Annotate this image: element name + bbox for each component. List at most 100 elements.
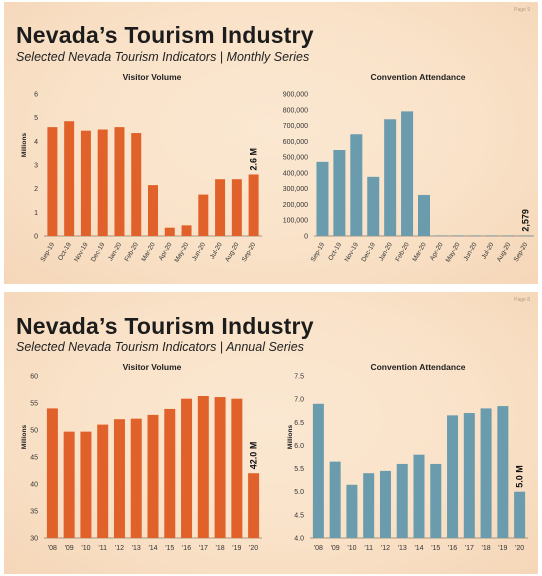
- x-tick-label: Apr-20: [158, 241, 174, 262]
- bar-Oct-19: [333, 150, 346, 236]
- bar-'11: [97, 424, 109, 538]
- bar-May-20: [181, 225, 192, 236]
- x-tick-label: '12: [381, 545, 390, 552]
- y-tick-label: 1: [34, 210, 38, 217]
- x-tick-label: Feb-20: [394, 241, 411, 263]
- x-tick-label: Sep-19: [310, 241, 327, 263]
- bar-'09: [63, 431, 75, 538]
- bar-Mar-20: [148, 185, 158, 236]
- bar-Jul-20: [485, 235, 498, 236]
- x-tick-label: '11: [364, 545, 373, 552]
- bar-Dec-19: [97, 129, 108, 236]
- bar-May-20: [451, 235, 464, 236]
- bar-Sep-19: [316, 161, 329, 236]
- last-value-annotation: 2,579: [521, 209, 531, 232]
- page-title: Nevada’s Tourism Industry: [16, 22, 314, 48]
- y-tick-label: 100,000: [283, 218, 308, 225]
- bar-Apr-20: [434, 235, 447, 236]
- x-tick-label: '18: [216, 545, 225, 552]
- y-tick-label: 3: [34, 163, 38, 170]
- bar-Feb-20: [131, 133, 142, 236]
- bar-Jan-20: [114, 127, 125, 236]
- y-axis-label: Millions: [21, 133, 28, 158]
- x-tick-label: '19: [498, 545, 507, 552]
- bar-Jun-20: [468, 235, 481, 236]
- annual-panel: Page 8 Nevada’s Tourism Industry Selecte…: [4, 292, 538, 574]
- x-tick-label: '15: [165, 545, 174, 552]
- chart-title: Visitor Volume: [123, 72, 182, 82]
- bar-Dec-19: [367, 176, 380, 236]
- bar-'15: [430, 463, 442, 538]
- y-tick-label: 7.5: [294, 374, 304, 381]
- x-tick-label: Dec-19: [90, 241, 107, 263]
- chart-title: Visitor Volume: [123, 362, 182, 372]
- x-tick-label: Oct-19: [57, 241, 73, 262]
- bar-Sep-20: [248, 174, 259, 236]
- bar-'16: [447, 415, 459, 538]
- bar-'13: [396, 463, 408, 538]
- x-tick-label: Jul-20: [209, 241, 224, 260]
- x-tick-label: Nov-19: [73, 241, 90, 263]
- y-tick-label: 45: [30, 455, 38, 462]
- x-tick-label: Sep-19: [40, 241, 57, 263]
- annual-visitor-chart: Visitor Volume Millions 30 35 40 45 50 55 60 '08 '…: [21, 362, 262, 552]
- bar-'14: [147, 414, 159, 538]
- last-value-annotation: 5.0 M: [515, 465, 525, 488]
- x-tick-label: Aug-20: [496, 241, 513, 263]
- y-tick-label: 6: [34, 92, 38, 99]
- x-tick-label: '09: [331, 545, 340, 552]
- y-tick-label: 5: [34, 115, 38, 122]
- bar-Feb-20: [401, 111, 414, 236]
- y-tick-label: 800,000: [283, 107, 308, 114]
- x-tick-label: '09: [65, 545, 74, 552]
- bar-Nov-19: [80, 130, 91, 236]
- x-tick-label: '14: [414, 545, 423, 552]
- bar-'12: [379, 470, 391, 538]
- bar-Sep-20: [519, 235, 532, 236]
- y-tick-label: 0: [304, 234, 308, 241]
- x-tick-label: '12: [115, 545, 124, 552]
- x-tick-label: Oct-19: [327, 241, 343, 262]
- bar-Sep-19: [47, 127, 58, 236]
- bar-'17: [463, 413, 475, 538]
- x-tick-label: Dec-19: [360, 241, 377, 263]
- bar-'08: [312, 403, 324, 538]
- y-tick-label: 40: [30, 482, 38, 489]
- x-tick-label: Mar-20: [140, 241, 157, 263]
- y-tick-label: 35: [30, 509, 38, 516]
- y-tick-label: 4: [34, 139, 38, 146]
- y-tick-label: 50: [30, 428, 38, 435]
- bar-Nov-19: [350, 134, 363, 236]
- x-tick-label: '17: [465, 545, 474, 552]
- bar-'13: [130, 418, 142, 538]
- x-tick-label: Jan-20: [378, 241, 394, 262]
- x-tick-label: '16: [448, 545, 457, 552]
- y-axis-label: Millions: [287, 425, 294, 450]
- x-tick-label: Feb-20: [124, 241, 141, 263]
- x-tick-label: Mar-20: [411, 241, 428, 263]
- bar-'19: [497, 406, 509, 538]
- page-number: Page 9: [514, 7, 530, 13]
- x-tick-label: '20: [515, 545, 524, 552]
- bar-'20: [514, 491, 526, 538]
- x-tick-label: '16: [182, 545, 191, 552]
- bar-'18: [480, 408, 492, 538]
- x-tick-label: Jan-20: [107, 241, 123, 262]
- bar-'09: [329, 461, 341, 538]
- x-tick-label: '19: [232, 545, 241, 552]
- monthly-visitor-chart: Visitor Volume Millions 0 1 2 3 4 5 6 Sep-19 Oct-1…: [21, 72, 262, 264]
- y-tick-label: 600,000: [283, 139, 308, 146]
- bar-Apr-20: [164, 227, 175, 236]
- y-tick-label: 4.5: [294, 512, 304, 519]
- y-tick-label: 0: [34, 234, 38, 241]
- last-value-annotation: 42.0 M: [249, 442, 259, 470]
- x-tick-label: Jun-20: [191, 241, 207, 262]
- bar-'14: [413, 454, 425, 538]
- monthly-convention-chart: Convention Attendance 0 100,000 200,000 300,…: [283, 72, 534, 264]
- y-tick-label: 55: [30, 401, 38, 408]
- x-tick-label: '17: [199, 545, 208, 552]
- bar-Jun-20: [198, 194, 209, 236]
- annual-convention-chart: Convention Attendance Millions 4.0 4.5 5.0 5.…: [287, 362, 528, 552]
- y-tick-label: 7.0: [294, 397, 304, 404]
- y-tick-label: 900,000: [283, 92, 308, 99]
